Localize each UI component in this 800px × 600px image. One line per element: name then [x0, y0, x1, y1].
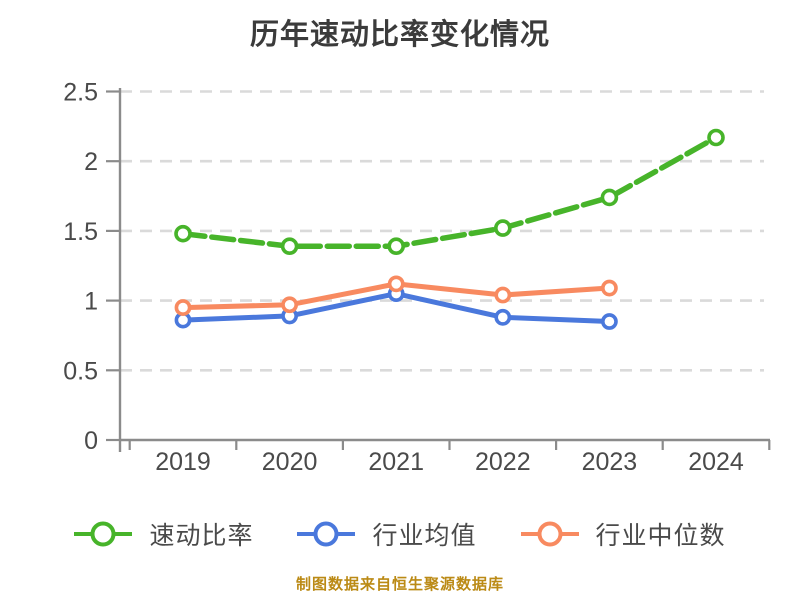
series-industry-mean-marker	[601, 313, 618, 330]
series-quick-ratio-marker	[280, 237, 299, 256]
legend-item-quick-ratio: 速动比率	[74, 516, 253, 552]
data-source-note: 制图数据来自恒生聚源数据库	[295, 576, 504, 593]
series-industry-median-marker	[174, 299, 192, 316]
chart-title: 历年速动比率变化情况	[249, 19, 550, 51]
y-tick-label: 0.5	[63, 357, 98, 385]
series-quick-ratio-marker	[600, 188, 619, 207]
legend-marker-icon	[520, 521, 579, 547]
x-tick-label: 2019	[155, 448, 211, 476]
plot-area: 0 0.5 1 1.5 2 2.5 2019 2020 2021 2022 2023 2024	[63, 79, 771, 476]
legend-item-industry-mean: 行业均值	[297, 516, 476, 552]
series-quick-ratio-marker	[174, 224, 192, 243]
legend-item-label: 行业均值	[372, 522, 477, 550]
series-industry-mean-marker	[494, 308, 512, 326]
y-tick-label: 2.5	[63, 79, 98, 107]
series-quick-ratio-marker	[387, 237, 406, 256]
y-tick-label: 2	[84, 148, 98, 176]
series-industry-median-marker	[494, 286, 512, 304]
legend-marker-icon	[297, 521, 356, 547]
legend-item-industry-median: 行业中位数	[520, 516, 726, 552]
x-tick-label: 2024	[688, 448, 744, 476]
legend: 速动比率 行业均值 行业中位数	[0, 516, 800, 552]
y-tick-label: 1	[84, 288, 98, 316]
series-quick-ratio-marker	[707, 128, 725, 147]
x-tick-label: 2020	[262, 448, 318, 476]
series-industry-median-marker	[281, 296, 298, 314]
y-tick-label: 1.5	[63, 218, 98, 246]
series-quick-ratio-line	[180, 134, 719, 249]
y-tick-label: 0	[84, 427, 98, 455]
legend-marker-icon	[74, 521, 133, 547]
series-industry-median-marker	[387, 275, 405, 293]
x-tick-label: 2023	[582, 448, 638, 476]
legend-item-label: 速动比率	[149, 522, 254, 550]
series-quick-ratio-marker	[493, 219, 512, 237]
series-industry-median-marker	[601, 279, 618, 297]
x-tick-label: 2022	[475, 448, 531, 476]
x-tick-label: 2021	[368, 448, 424, 476]
legend-item-label: 行业中位数	[595, 522, 726, 550]
